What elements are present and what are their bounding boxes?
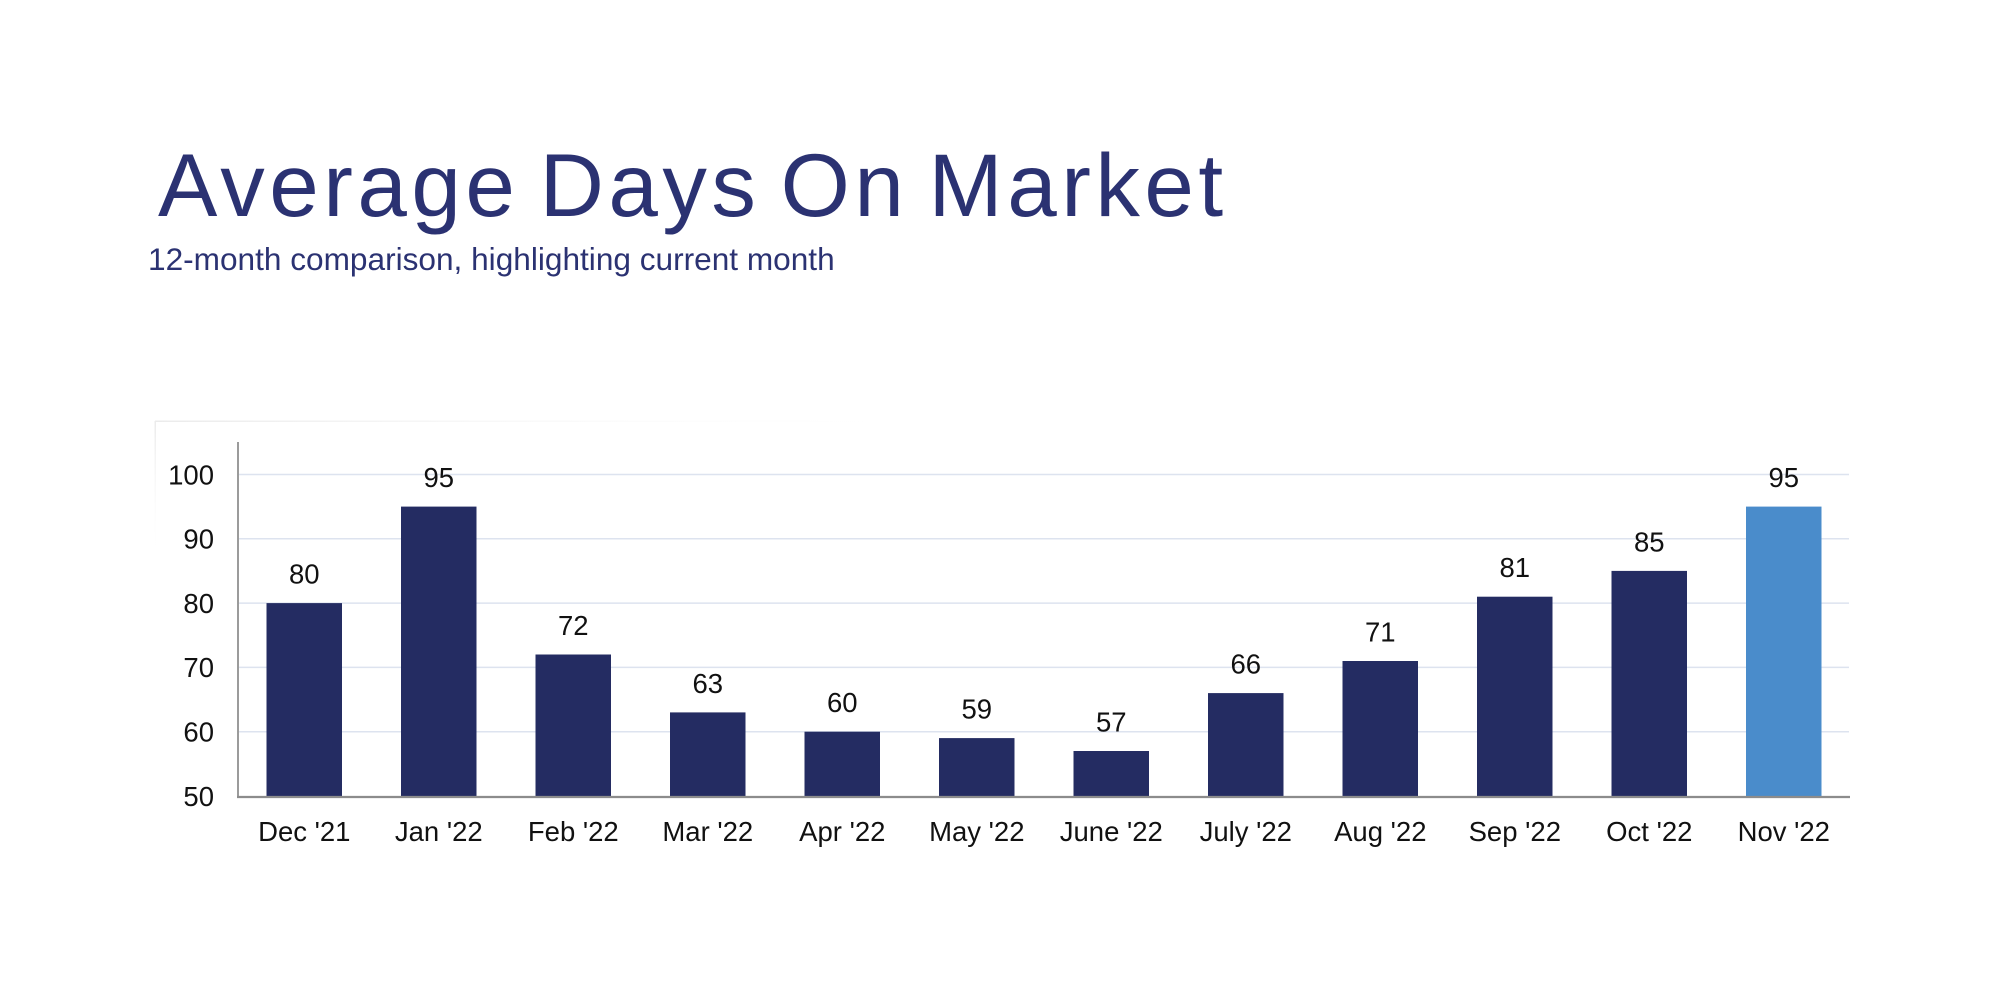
- svg-text:57: 57: [1096, 707, 1127, 738]
- svg-text:May '22: May '22: [929, 816, 1024, 847]
- svg-text:66: 66: [1231, 649, 1262, 680]
- svg-text:Aug '22: Aug '22: [1334, 816, 1426, 847]
- svg-text:80: 80: [183, 588, 214, 619]
- svg-text:Mar '22: Mar '22: [662, 816, 753, 847]
- svg-text:June '22: June '22: [1060, 816, 1163, 847]
- svg-text:50: 50: [183, 781, 214, 812]
- svg-text:80: 80: [289, 559, 320, 590]
- svg-text:72: 72: [558, 610, 589, 641]
- svg-text:Dec '21: Dec '21: [258, 816, 350, 847]
- svg-text:90: 90: [183, 524, 214, 555]
- svg-text:Sep '22: Sep '22: [1469, 816, 1561, 847]
- svg-text:70: 70: [183, 652, 214, 683]
- svg-text:Jan '22: Jan '22: [395, 816, 483, 847]
- svg-text:85: 85: [1634, 526, 1665, 557]
- svg-text:Oct '22: Oct '22: [1606, 816, 1692, 847]
- svg-text:60: 60: [183, 717, 214, 748]
- svg-text:59: 59: [962, 694, 993, 725]
- svg-text:July '22: July '22: [1200, 816, 1292, 847]
- svg-text:63: 63: [693, 668, 724, 699]
- svg-text:Feb '22: Feb '22: [528, 816, 619, 847]
- svg-text:60: 60: [827, 687, 858, 718]
- svg-text:95: 95: [424, 462, 455, 493]
- svg-text:100: 100: [168, 459, 214, 490]
- svg-text:Nov '22: Nov '22: [1738, 816, 1830, 847]
- svg-text:71: 71: [1365, 617, 1396, 648]
- svg-text:Apr '22: Apr '22: [799, 816, 885, 847]
- svg-text:81: 81: [1500, 552, 1531, 583]
- svg-text:95: 95: [1769, 462, 1800, 493]
